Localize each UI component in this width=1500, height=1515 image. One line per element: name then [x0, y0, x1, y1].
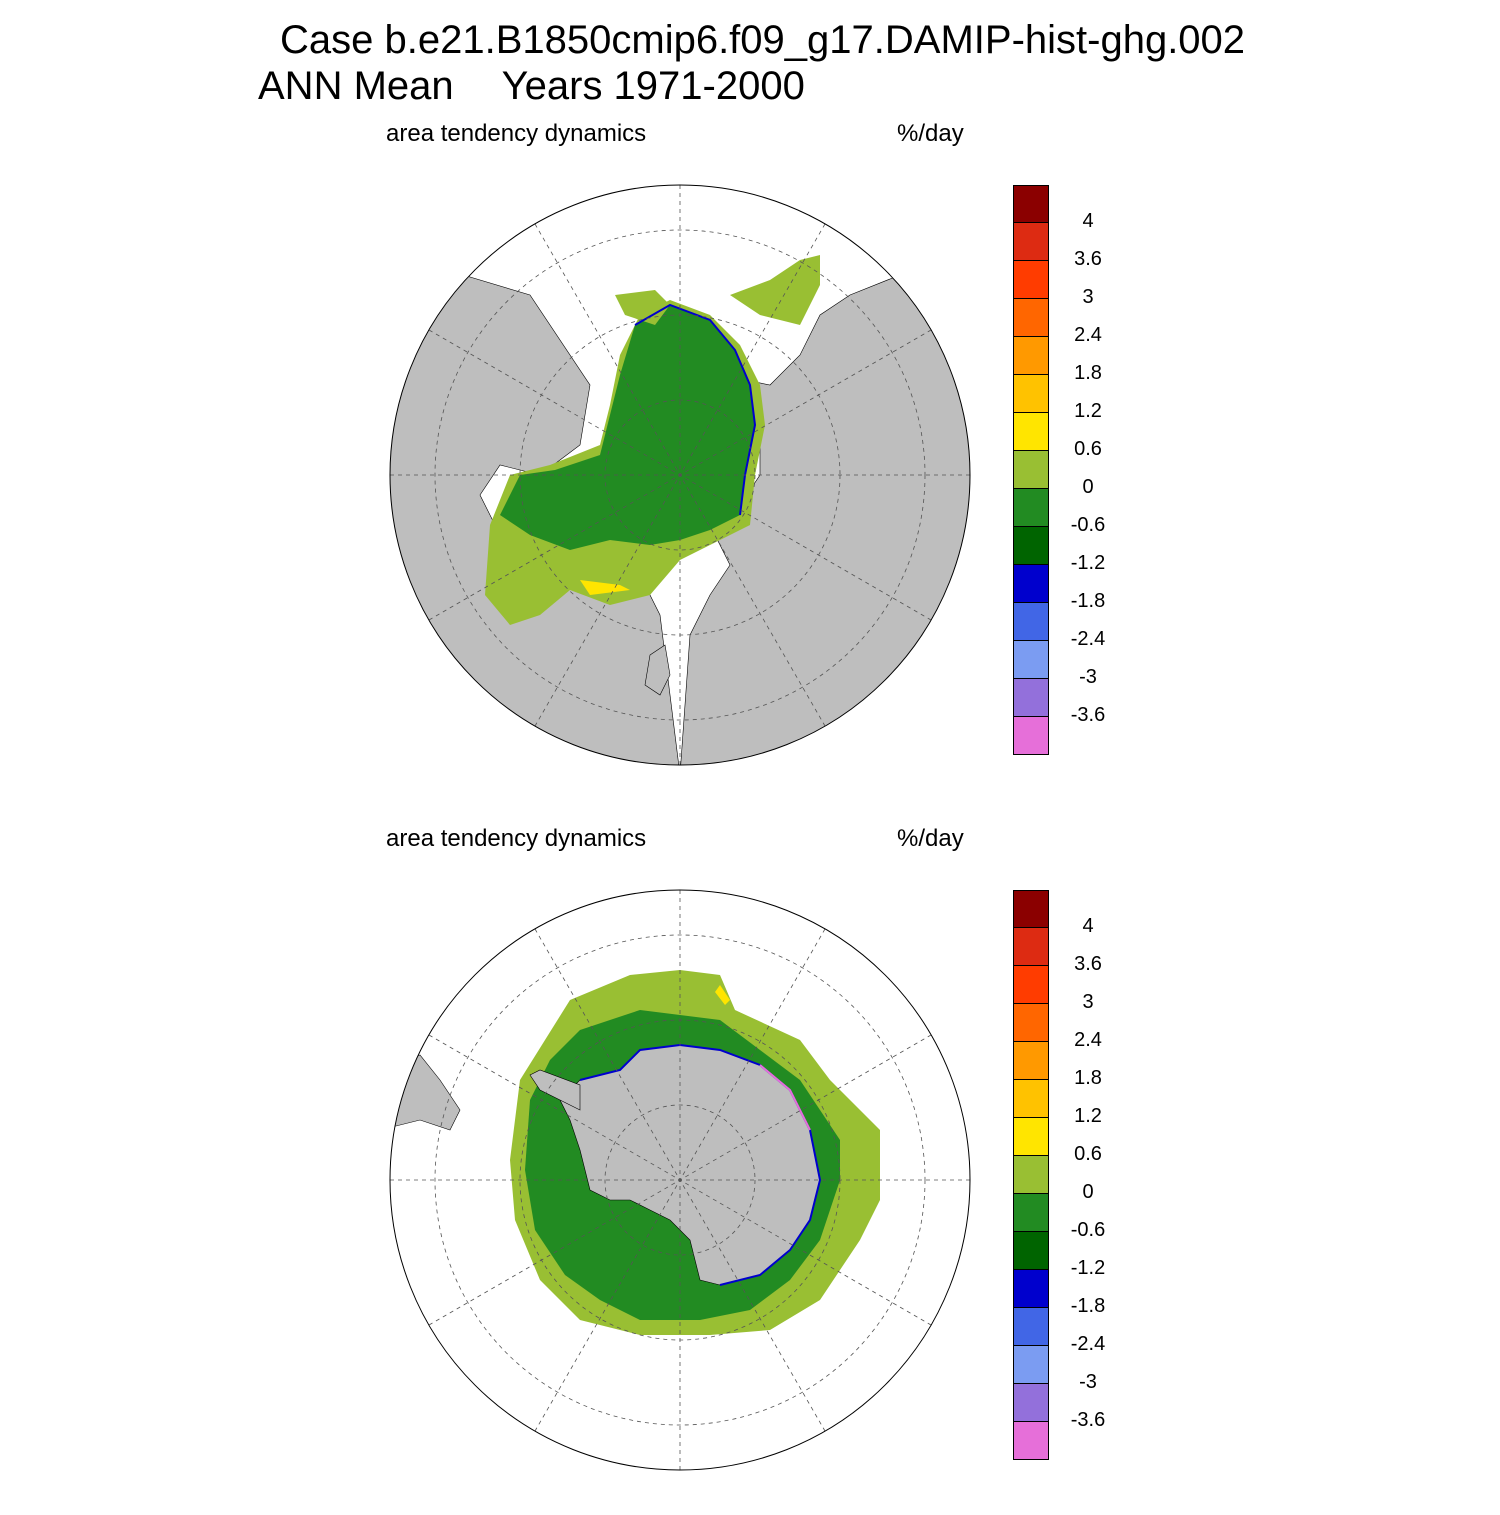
south-graticule: [390, 890, 970, 1470]
colorbar-tick-label: -1.8: [1070, 590, 1106, 612]
colorbar-box: [1013, 928, 1049, 966]
colorbar-box: [1013, 1346, 1049, 1384]
colorbar-tick-label: -2.4: [1070, 628, 1106, 650]
colorbar-box: [1013, 375, 1049, 413]
colorbar-tick-label: -3.6: [1070, 704, 1106, 726]
colorbar-box: [1013, 1422, 1049, 1460]
colorbar-tick-label: 2.4: [1074, 324, 1102, 346]
colorbar-tick-label: 3: [1082, 286, 1094, 308]
colorbar-tick-label: 3.6: [1074, 248, 1102, 270]
north-ice-edge: [634, 303, 757, 516]
colorbar-tick-label: -2.4: [1070, 1333, 1106, 1355]
colorbar-box: [1013, 185, 1049, 223]
north-variable-label: area tendency dynamics: [386, 120, 647, 147]
bering-ice: [730, 255, 820, 325]
south-colorbar: [1013, 890, 1049, 1460]
colorbar-tick-label: -0.6: [1070, 1219, 1106, 1241]
south-polar-map: [389, 889, 971, 1471]
antarctic-peninsula: [529, 1069, 581, 1111]
south-variable-label: area tendency dynamics: [386, 825, 647, 852]
colorbar-box: [1013, 1004, 1049, 1042]
colorbar-box: [1013, 299, 1049, 337]
colorbar-tick-label: -3: [1079, 1371, 1097, 1393]
colorbar-tick-label: 2.4: [1074, 1029, 1102, 1051]
colorbar-box: [1013, 1080, 1049, 1118]
colorbar-box: [1013, 565, 1049, 603]
south-map-border: [389, 889, 971, 1471]
colorbar-box: [1013, 1042, 1049, 1080]
colorbar-tick-label: 1.8: [1074, 362, 1102, 384]
colorbar-tick-label: -0.6: [1070, 514, 1106, 536]
colorbar-tick-label: 0: [1082, 476, 1094, 498]
colorbar-box: [1013, 966, 1049, 1004]
colorbar-tick-label: -1.8: [1070, 1295, 1106, 1317]
colorbar-box: [1013, 1384, 1049, 1422]
south-ice-edge-pink: [759, 1064, 811, 1131]
colorbar-tick-label: 4: [1082, 915, 1094, 937]
north-yellow-spot: [580, 580, 630, 595]
south-yellow-spot: [715, 985, 730, 1005]
colorbar-tick-label: 3.6: [1074, 953, 1102, 975]
colorbar-tick-label: 0.6: [1074, 438, 1102, 460]
north-map-border: [389, 184, 971, 766]
colorbar-tick-label: 3: [1082, 991, 1094, 1013]
colorbar-box: [1013, 679, 1049, 717]
colorbar-tick-label: -1.2: [1070, 1257, 1106, 1279]
plot-title-period: ANN Mean Years 1971-2000: [258, 64, 805, 109]
colorbar-box: [1013, 261, 1049, 299]
colorbar-box: [1013, 223, 1049, 261]
colorbar-tick-label: -3: [1079, 666, 1097, 688]
colorbar-tick-label: 4: [1082, 210, 1094, 232]
colorbar-tick-label: 1.2: [1074, 1105, 1102, 1127]
north-panel: area tendency dynamics %/day: [0, 110, 1500, 810]
colorbar-box: [1013, 1156, 1049, 1194]
colorbar-box: [1013, 489, 1049, 527]
colorbar-box: [1013, 451, 1049, 489]
north-units-label: %/day: [897, 120, 964, 147]
colorbar-tick-label: 0: [1082, 1181, 1094, 1203]
colorbar-box: [1013, 890, 1049, 928]
colorbar-tick-label: 1.2: [1074, 400, 1102, 422]
south-panel: area tendency dynamics %/day: [0, 815, 1500, 1515]
colorbar-box: [1013, 717, 1049, 755]
north-polar-map: [389, 184, 971, 766]
colorbar-box: [1013, 603, 1049, 641]
colorbar-box: [1013, 1232, 1049, 1270]
colorbar-box: [1013, 1270, 1049, 1308]
colorbar-box: [1013, 1308, 1049, 1346]
colorbar-box: [1013, 413, 1049, 451]
okhotsk-ice: [615, 290, 670, 325]
colorbar-tick-label: -1.2: [1070, 552, 1106, 574]
plot-title-case: Case b.e21.B1850cmip6.f09_g17.DAMIP-hist…: [280, 18, 1246, 62]
north-graticule: [390, 185, 970, 765]
north-colorbar: [1013, 185, 1049, 755]
years-label: Years 1971-2000: [501, 64, 805, 108]
colorbar-box: [1013, 641, 1049, 679]
uk-landmass: [644, 644, 671, 696]
south-units-label: %/day: [897, 825, 964, 852]
colorbar-tick-label: 0.6: [1074, 1143, 1102, 1165]
colorbar-box: [1013, 527, 1049, 565]
colorbar-box: [1013, 1194, 1049, 1232]
season-label: ANN Mean: [258, 64, 454, 108]
colorbar-tick-label: 1.8: [1074, 1067, 1102, 1089]
arctic-ice-core: [500, 305, 755, 550]
colorbar-tick-label: -3.6: [1070, 1409, 1106, 1431]
colorbar-box: [1013, 337, 1049, 375]
colorbar-box: [1013, 1118, 1049, 1156]
